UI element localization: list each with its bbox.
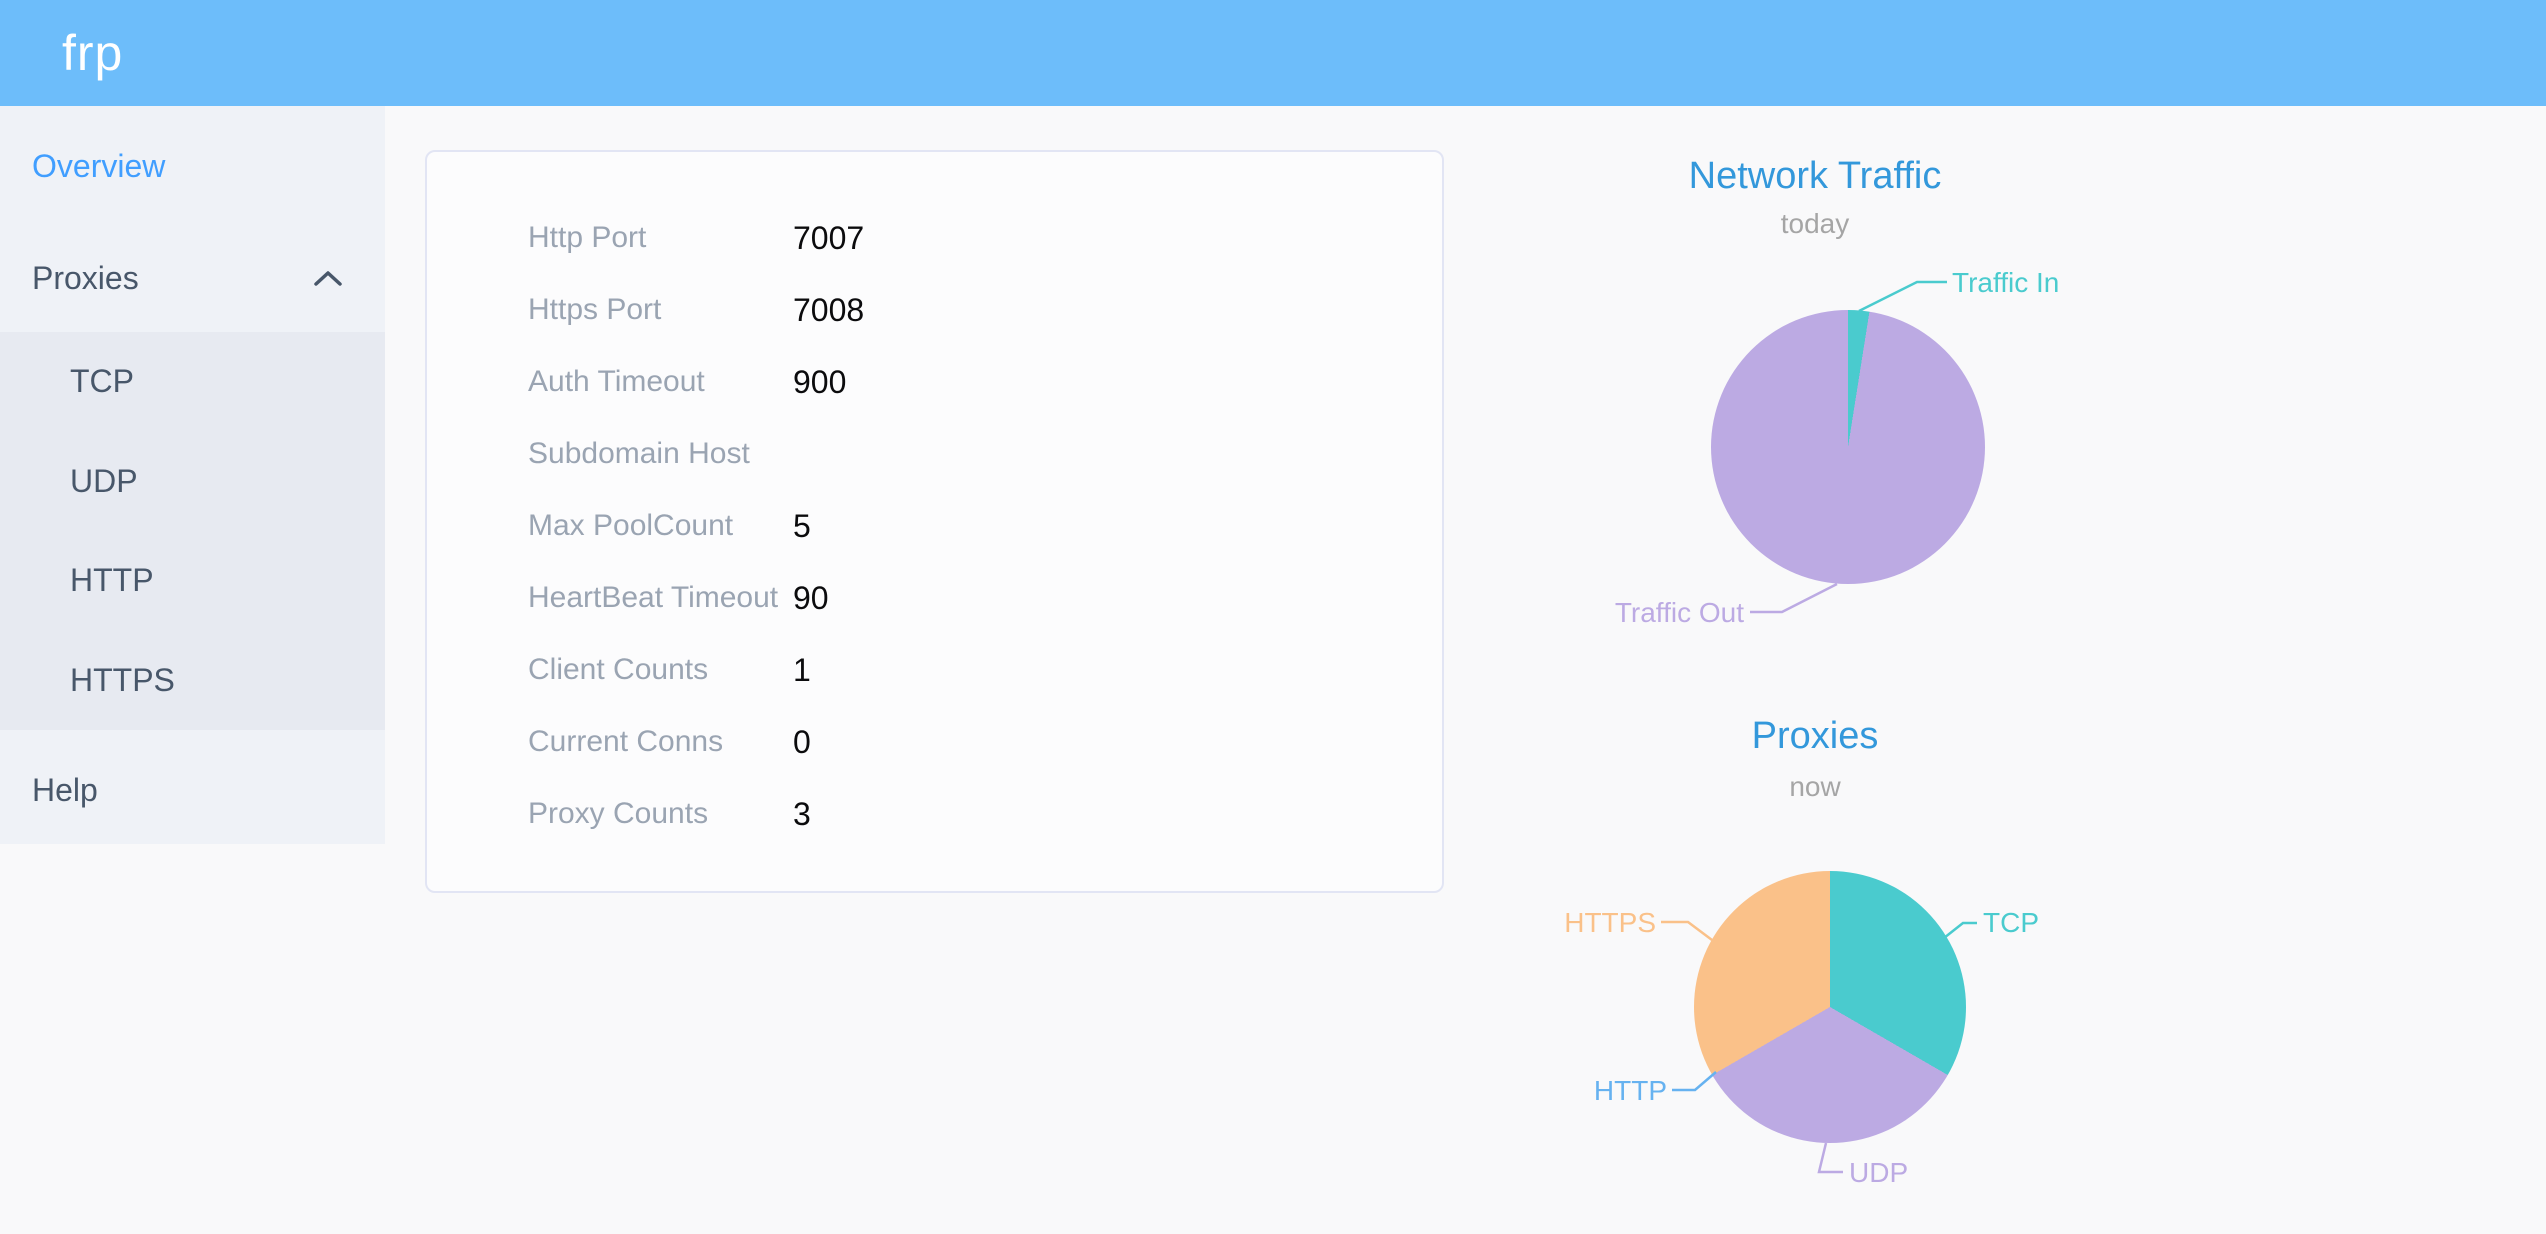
sidebar-item-label: HTTP (70, 562, 154, 599)
sidebar: Overview Proxies TCP UDP HTTP HTTPS Help (0, 106, 385, 844)
server-info-card: Http Port 7007 Https Port 7008 Auth Time… (425, 150, 1444, 893)
config-label: Client Counts (528, 653, 709, 686)
sidebar-item-tcp[interactable]: TCP (0, 332, 385, 432)
config-label: HeartBeat Timeout (528, 581, 779, 614)
config-value: 7008 (793, 291, 865, 328)
network-traffic-chart-title: Network Traffic (1688, 155, 1942, 197)
server-info-row: Subdomain Host (427, 418, 1442, 490)
config-label: Subdomain Host (528, 437, 750, 470)
server-info-row: Current Conns 0 (427, 706, 1442, 778)
config-label: Https Port (528, 293, 662, 326)
sidebar-item-label: HTTPS (70, 661, 175, 698)
server-info-row: Proxy Counts 3 (427, 778, 1442, 850)
sidebar-item-overview[interactable]: Overview (0, 130, 385, 202)
sidebar-item-https[interactable]: HTTPS (0, 631, 385, 731)
sidebar-item-label: Proxies (32, 259, 139, 296)
sidebar-item-label: UDP (70, 462, 138, 499)
server-info-row: Https Port 7008 (427, 274, 1442, 346)
proxies-chart-title: Proxies (1751, 715, 1879, 757)
http-leader-line (1672, 1071, 1717, 1092)
https-leader-line (1661, 920, 1713, 941)
traffic-in-leader-line (1858, 280, 1947, 313)
sidebar-item-http[interactable]: HTTP (0, 531, 385, 631)
traffic-out-leader-line (1750, 582, 1838, 614)
config-value: 3 (793, 795, 811, 832)
network-traffic-pie-chart[interactable] (1711, 310, 1985, 584)
sidebar-item-proxies[interactable]: Proxies (0, 242, 385, 314)
config-value: 1 (793, 651, 811, 688)
config-label: Current Conns (528, 725, 724, 758)
udp-slice-label: UDP (1849, 1157, 1909, 1188)
config-label: Proxy Counts (528, 797, 709, 830)
top-header-bar: frp (0, 0, 2546, 106)
config-value: 0 (793, 723, 811, 760)
sidebar-item-label: Overview (32, 147, 166, 184)
traffic-in-slice-label: Traffic In (1952, 267, 2060, 298)
network-traffic-chart-subtitle: today (1780, 208, 1850, 239)
sidebar-item-udp[interactable]: UDP (0, 432, 385, 532)
sidebar-item-label: TCP (70, 363, 134, 400)
sidebar-proxies-submenu: TCP UDP HTTP HTTPS (0, 332, 385, 730)
tcp-slice-label: TCP (1983, 907, 2039, 938)
proxies-pie-chart[interactable] (1694, 871, 1966, 1143)
server-info-row: Client Counts 1 (427, 634, 1442, 706)
config-value: 90 (793, 579, 829, 616)
http-slice-label: HTTP (1593, 1075, 1667, 1106)
config-label: Auth Timeout (528, 365, 705, 398)
app-logo: frp (62, 25, 124, 81)
sidebar-item-label: Help (32, 771, 98, 808)
server-info-row: Max PoolCount 5 (427, 490, 1442, 562)
sidebar-item-help[interactable]: Help (0, 754, 385, 826)
config-value: 5 (793, 507, 811, 544)
chevron-up-icon[interactable] (313, 269, 343, 287)
server-info-row: Auth Timeout 900 (427, 346, 1442, 418)
proxies-chart-subtitle: now (1789, 771, 1841, 802)
config-value: 900 (793, 363, 847, 400)
config-value: 7007 (793, 219, 865, 256)
traffic-out-slice-label: Traffic Out (1614, 597, 1744, 628)
tcp-leader-line (1943, 921, 1977, 939)
config-label: Max PoolCount (528, 509, 734, 542)
config-label: Http Port (528, 221, 647, 254)
server-info-row: HeartBeat Timeout 90 (427, 562, 1442, 634)
udp-leader-line (1817, 1142, 1843, 1174)
https-slice-label: HTTPS (1564, 907, 1656, 938)
server-info-row: Http Port 7007 (427, 202, 1442, 274)
